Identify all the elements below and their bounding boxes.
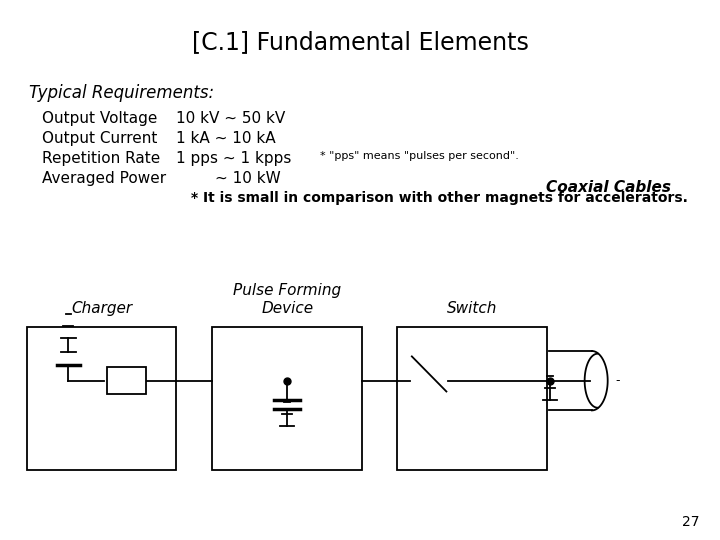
- Text: Typical Requirements:: Typical Requirements:: [29, 84, 214, 102]
- Text: 27: 27: [683, 515, 700, 529]
- Text: 10 kV ~ 50 kV: 10 kV ~ 50 kV: [176, 111, 286, 126]
- Text: [C.1] Fundamental Elements: [C.1] Fundamental Elements: [192, 30, 528, 53]
- Text: * It is small in comparison with other magnets for accelerators.: * It is small in comparison with other m…: [191, 191, 688, 205]
- Text: * "pps" means "pulses per second".: * "pps" means "pulses per second".: [320, 151, 519, 161]
- Text: Switch: Switch: [447, 301, 498, 316]
- Bar: [212, 327, 362, 470]
- Bar: [27, 327, 176, 470]
- Text: Pulse Forming
Device: Pulse Forming Device: [233, 284, 341, 316]
- Bar: [397, 327, 547, 470]
- Text: Output Voltage: Output Voltage: [42, 111, 157, 126]
- Text: 1 kA ~ 10 kA: 1 kA ~ 10 kA: [176, 131, 276, 146]
- Text: -: -: [616, 374, 620, 387]
- Text: Repetition Rate: Repetition Rate: [42, 151, 160, 166]
- Text: Output Current: Output Current: [42, 131, 157, 146]
- Bar: [107, 367, 146, 394]
- Text: Charger: Charger: [71, 301, 132, 316]
- Text: ~ 10 kW: ~ 10 kW: [176, 171, 281, 186]
- Text: Coaxial Cables: Coaxial Cables: [546, 180, 671, 195]
- Text: 1 pps ~ 1 kpps: 1 pps ~ 1 kpps: [176, 151, 292, 166]
- Text: Averaged Power: Averaged Power: [42, 171, 166, 186]
